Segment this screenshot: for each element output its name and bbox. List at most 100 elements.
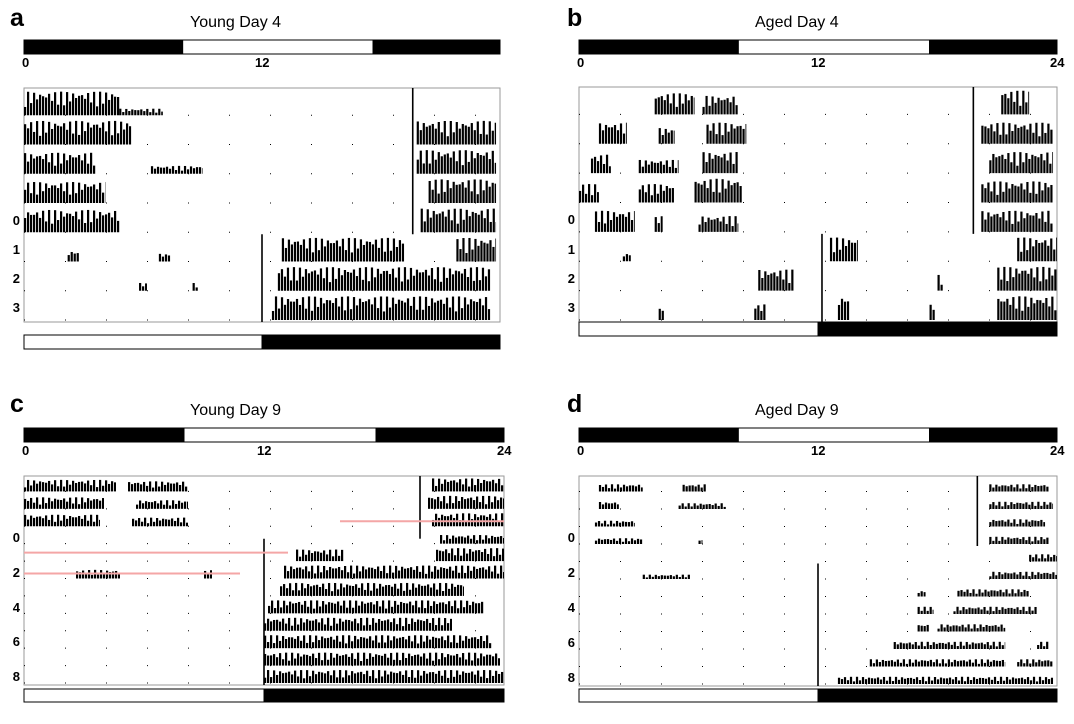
activity-bar [721,179,724,203]
activity-bar [972,589,975,597]
activity-bar [1053,554,1056,562]
activity-bar [498,673,501,683]
activity-bar [600,539,604,544]
activity-bar [163,504,166,509]
activity-bar [367,602,370,614]
activity-bar [961,624,964,632]
activity-bar [429,672,432,683]
activity-bar [51,514,54,527]
activity-bar [376,588,379,596]
activity-bar [609,520,613,527]
activity-bar [981,677,985,684]
activity-bar [619,123,623,144]
activity-bar [492,675,495,683]
activity-bar [93,210,96,233]
activity-bar [326,554,329,562]
activity-bar [377,247,381,262]
activity-bar [992,519,995,527]
activity-bar [725,223,728,232]
activity-bar [434,159,437,174]
activity-bar [616,504,619,509]
activity-bar [479,133,482,145]
activity-bar [307,606,310,614]
activity-bar [158,486,161,492]
activity-bar [414,677,417,683]
activity-bar [297,653,300,666]
activity-bar [1052,152,1054,174]
activity-bar [330,652,333,666]
activity-bar [96,218,99,233]
activity-bar [455,496,458,509]
activity-bar [443,567,446,579]
activity-bar [340,296,344,320]
activity-bar [279,653,282,666]
activity-bar [359,571,362,579]
activity-bar [723,153,726,174]
activity-bar [691,485,694,492]
activity-bar [1003,301,1006,320]
activity-bar [295,582,298,596]
activity-bar [770,273,773,291]
activity-bar [675,574,678,579]
dark-phase-segment [23,39,184,55]
activity-bar [354,673,357,683]
x-tick-label: 0 [577,55,585,70]
activity-bar [288,637,291,649]
activity-bar [293,569,296,579]
activity-bar [84,502,87,509]
activity-bar [739,125,742,144]
activity-bar [1019,503,1022,509]
activity-bar [459,657,462,666]
activity-bar [90,152,93,174]
activity-bar [57,152,60,174]
activity-bar [426,618,429,631]
activity-bar [445,549,448,562]
activity-bar [618,538,622,544]
activity-bar [994,625,997,632]
activity-bar [57,104,60,116]
activity-bar [993,676,997,684]
activity-bar [87,520,90,527]
activity-bar [606,211,610,232]
activity-bar [472,551,475,562]
activity-bar [935,643,938,649]
activity-bar [675,106,678,115]
activity-bar [173,483,176,492]
activity-bar [992,153,995,174]
activity-bar [48,519,51,527]
activity-bar [1040,485,1043,492]
activity-bar [1009,267,1012,291]
activity-bar [312,670,315,683]
activity-bar [283,276,287,291]
activity-bar [146,108,149,116]
activity-bar [1015,268,1018,291]
activity-bar [183,165,187,174]
activity-bar [448,553,451,562]
activity-bar [120,121,123,145]
activity-bar [955,625,958,632]
activity-bar [1041,680,1045,684]
activity-bar [685,486,688,492]
activity-rows [24,91,500,321]
activity-bar [372,640,375,649]
activity-bar [322,303,326,320]
activity-bar [268,605,271,614]
activity-bar [473,130,476,145]
activity-bar [672,93,675,115]
activity-bar [162,518,165,527]
activity-bar [87,122,90,145]
activity-bar [108,483,111,492]
activity-bar [350,252,354,262]
activity-bar [974,643,977,649]
activity-bar [673,130,675,144]
activity-bar [734,216,737,232]
activity-bar [498,520,501,527]
activity-bar [939,677,943,684]
activity-bar [485,180,488,203]
activity-bar [1031,610,1034,614]
activity-bar [437,569,440,579]
activity-bar [460,600,463,614]
activity-bar [360,637,363,649]
activity-bar [684,577,687,579]
activity-bar [355,276,359,291]
